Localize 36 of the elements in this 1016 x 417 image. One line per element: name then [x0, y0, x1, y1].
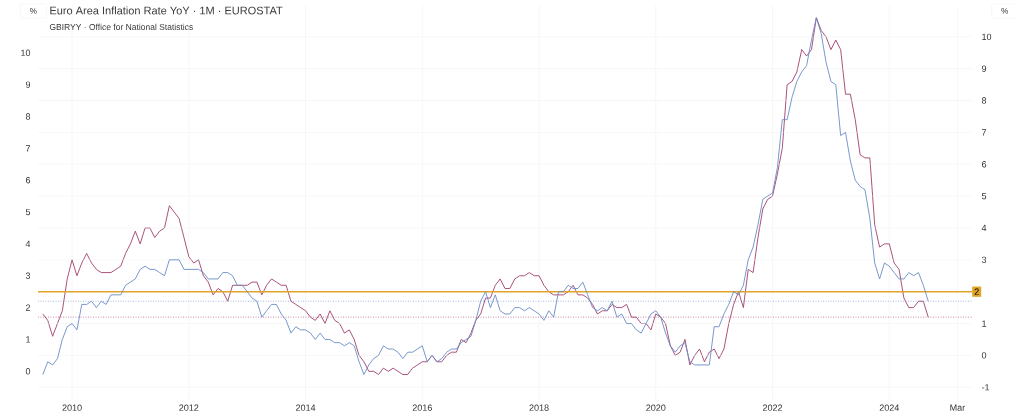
x-tick-label: 2010	[62, 404, 82, 411]
x-tick-label: 2020	[646, 404, 666, 411]
y-tick-label: 5	[25, 208, 31, 216]
y2-tick-label: 5	[981, 192, 987, 200]
y2-tick-label: 0	[981, 352, 987, 359]
text: GBIRYY · Office for National Statistics	[49, 23, 193, 30]
x-tick-label: Mar	[950, 404, 966, 411]
y-tick-label: 10	[21, 49, 31, 56]
ref-line-label: 2	[974, 288, 979, 295]
y-axis-title: %	[30, 8, 37, 14]
x-tick-label: 2016	[412, 404, 432, 411]
y-tick-label: 6	[25, 177, 31, 184]
y-tick-label: 0	[25, 368, 31, 375]
x-tick-label: 2022	[763, 404, 783, 411]
y2-tick-label: 7	[981, 129, 987, 136]
y-tick-label: 1	[26, 336, 31, 343]
y-tick-label: 2	[25, 304, 31, 311]
y2-tick-label: 10	[982, 33, 992, 41]
y-tick-label: 7	[25, 145, 31, 152]
y-tick-label: 3	[25, 272, 31, 279]
y-tick-label: 8	[25, 113, 31, 120]
y2-tick-label: 4	[981, 224, 987, 232]
y2-tick-label: 9	[981, 65, 987, 72]
x-tick-label: 2014	[296, 404, 316, 411]
y2-tick-label: 8	[981, 97, 987, 104]
chart-title: Euro Area Inflation Rate YoY · 1M · EUROSTAT	[50, 6, 283, 15]
x-tick-label: 2012	[179, 404, 199, 411]
x-tick-label: 2024	[879, 404, 900, 411]
y2-tick-label: 6	[981, 161, 987, 168]
y2-tick-label: -1	[981, 384, 990, 391]
y2-axis-title: %	[1001, 8, 1008, 14]
y-tick-label: 4	[25, 240, 31, 247]
y2-tick-label: 3	[981, 256, 987, 264]
y2-tick-label: 1	[982, 320, 987, 327]
x-tick-label: 2018	[529, 404, 549, 411]
y-tick-label: 9	[25, 81, 31, 88]
